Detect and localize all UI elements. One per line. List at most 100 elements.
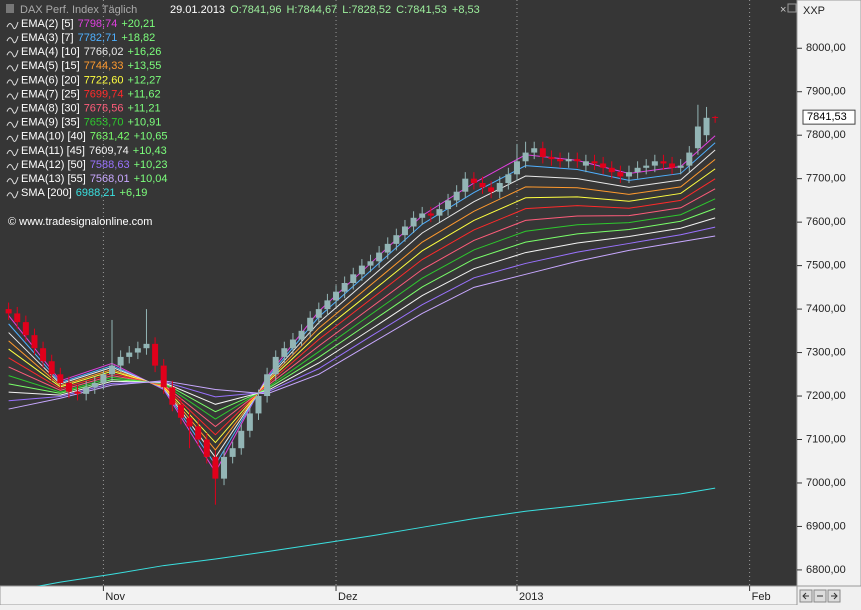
candle-body (203, 439, 210, 457)
legend-icon (6, 134, 19, 142)
header-close: C:7841,53 (396, 4, 447, 16)
close-button[interactable]: × (780, 4, 786, 16)
candle-body (246, 413, 253, 431)
header-low: L:7828,52 (342, 4, 391, 16)
legend-change: +18,82 (121, 32, 155, 44)
candle-body (557, 159, 564, 162)
candle-body (694, 126, 701, 149)
candle-body (565, 159, 572, 162)
indicator-line (36, 487, 716, 586)
candle-body (160, 365, 167, 388)
plot-bg (0, 0, 797, 586)
candle-body (513, 161, 520, 175)
x-tick-label: Feb (752, 591, 771, 603)
candle-body (591, 161, 598, 164)
y-tick-label: 7900,00 (806, 86, 846, 98)
candle-body (315, 309, 322, 318)
candle-body (393, 235, 400, 244)
candle-body (608, 167, 615, 173)
legend-icon (6, 162, 19, 171)
legend-name: EMA(13) [55] (21, 173, 86, 185)
candle-body (186, 417, 193, 427)
candle-body (574, 159, 581, 162)
indicator-line (8, 226, 716, 402)
chart-icon (6, 4, 14, 13)
candle-body (74, 391, 81, 394)
candle-body (5, 309, 12, 314)
candle-body (100, 374, 107, 383)
y-tick-label: 7100,00 (806, 433, 846, 445)
candle-body (660, 161, 667, 164)
candle-body (91, 382, 98, 388)
candle-body (651, 161, 658, 166)
y-tick-label: 7600,00 (806, 216, 846, 228)
candle-body (712, 116, 719, 118)
legend-change: +10,43 (133, 145, 167, 157)
legend-icon (6, 50, 19, 58)
candle-body (289, 339, 296, 349)
legend-value: 7676,56 (84, 103, 124, 115)
legend-name: EMA(6) [20] (21, 74, 80, 86)
candle-body (462, 178, 469, 192)
legend-value: 7631,42 (90, 131, 130, 143)
candle-body (358, 265, 365, 275)
candle-body (221, 456, 228, 479)
indicator-line (8, 235, 716, 410)
y-tick-label: 6800,00 (806, 564, 846, 576)
candle-body (350, 274, 357, 284)
header-change: +8,53 (452, 4, 480, 16)
candle-body (488, 187, 495, 192)
candle-body (427, 213, 434, 216)
y-tick-label: 7800,00 (806, 129, 846, 141)
indicator-line (8, 149, 716, 459)
candle-body (410, 217, 417, 227)
candle-body (324, 300, 331, 310)
candle-body (600, 163, 607, 168)
legend-value: 7588,63 (90, 159, 130, 171)
header: 29.01.2013 O:7841,96 H:7844,67 L:7828,52 C:7… (170, 4, 480, 16)
header-open: O:7841,96 (230, 4, 281, 16)
legend-name: EMA(7) [25] (21, 88, 80, 100)
legend-name: EMA(5) [15] (21, 60, 80, 72)
pin-button[interactable] (787, 3, 797, 13)
candle-body (539, 148, 546, 157)
candle-body (419, 213, 426, 218)
legend-change: +13,55 (127, 60, 161, 72)
indicator-line (8, 208, 716, 413)
y-tick-label: 7500,00 (806, 260, 846, 272)
legend-change: +10,23 (134, 159, 168, 171)
watermark: © www.tradesignalonline.com (8, 216, 152, 228)
candle-body (436, 209, 443, 216)
candle-body (109, 365, 116, 375)
last-price-box (802, 109, 856, 125)
candle-body (281, 348, 288, 357)
legend-icon (6, 191, 19, 199)
candle-body (453, 191, 460, 201)
x-tick-label: 2013 (519, 591, 543, 603)
candle-body (134, 348, 141, 353)
candle-body (479, 183, 486, 188)
candle-body (677, 165, 684, 168)
candle-body (143, 343, 150, 349)
candle-body (83, 387, 90, 394)
candle-body (505, 174, 512, 184)
candle-body (367, 261, 374, 266)
candle-body (152, 343, 159, 366)
legend-value: 7782,71 (78, 32, 118, 44)
candle-body (582, 161, 589, 166)
candle-body (625, 172, 632, 177)
candle-body (126, 352, 133, 357)
legend-name: EMA(9) [35] (21, 117, 80, 129)
legend-name: EMA(12) [50] (21, 159, 86, 171)
x-tick-label: Nov (105, 591, 125, 603)
candle-body (229, 448, 236, 457)
scroll-icons (802, 592, 838, 600)
candle-body (643, 165, 650, 168)
y-tick-label: 6900,00 (806, 520, 846, 532)
y-tick-label: 7200,00 (806, 390, 846, 402)
candle-body (496, 183, 503, 192)
candle-body (238, 430, 245, 449)
candle-body (333, 291, 340, 301)
